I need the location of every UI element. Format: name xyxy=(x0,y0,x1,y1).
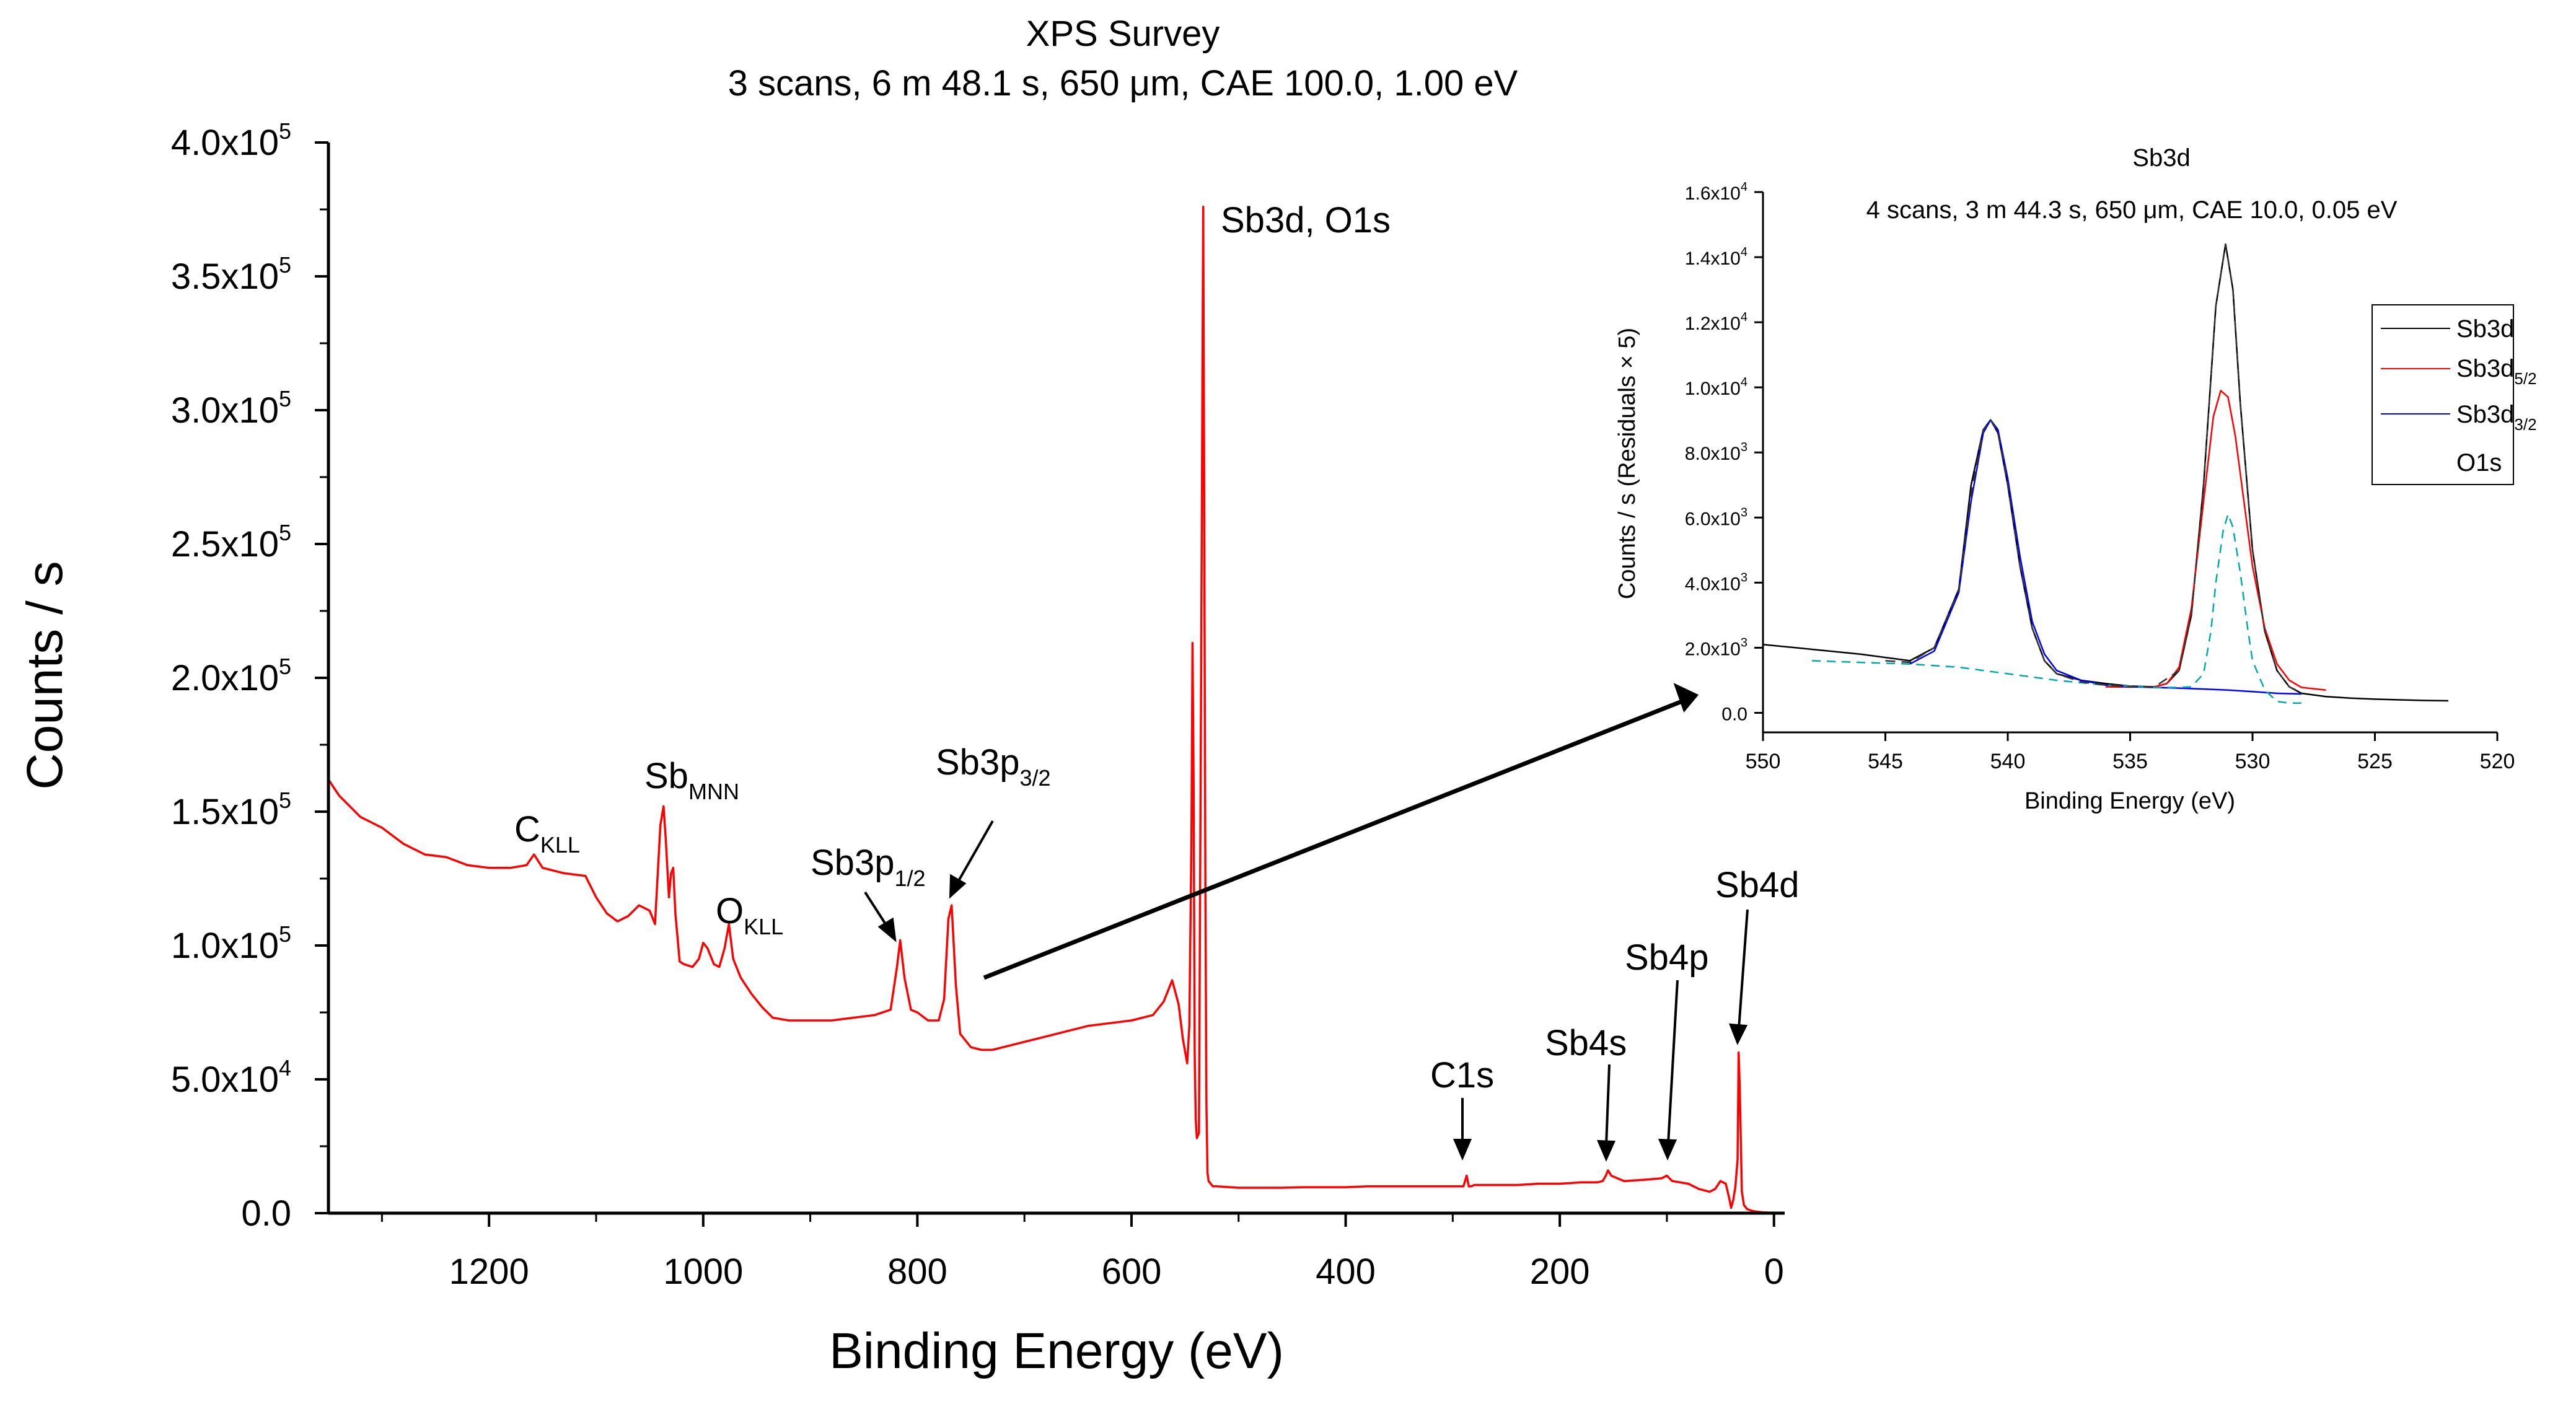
inset-title: Sb3d xyxy=(2132,144,2190,172)
inset-series-line-0 xyxy=(1762,243,2449,702)
inset-y-label: Counts / s (Residuals × 5) xyxy=(1614,328,1640,599)
inset-y-ticks: 0.0 2.0x103 4.0x103 6.0x103 8.0x103 1.0x104 1.… xyxy=(1685,180,1763,724)
inset-y-tick-label: 1.4x104 xyxy=(1685,245,1747,269)
inset-legend-box xyxy=(2372,304,2514,485)
inset-series-line-3 xyxy=(1811,513,2301,704)
inset-y-tick-label: 6.0x103 xyxy=(1685,506,1747,529)
arrow-sb3p-three-half xyxy=(956,820,994,884)
inset-x-tick-label: 550 xyxy=(1746,750,1781,773)
survey-x-tick-label: 0 xyxy=(1764,1252,1784,1292)
inset-x-tick-label: 545 xyxy=(1868,750,1903,773)
survey-x-tick-label: 600 xyxy=(1102,1252,1162,1292)
survey-y-tick-label: 0.0 xyxy=(241,1193,291,1234)
inset-series-line-2 xyxy=(1909,419,2302,695)
annotation-sb3d-o1s: Sb3d, O1s xyxy=(1221,200,1391,240)
survey-title: XPS Survey xyxy=(1026,14,1220,54)
arrow-c1s-head xyxy=(1453,1139,1472,1161)
inset-series-line-4 xyxy=(1885,243,2302,694)
inset-series-line-1 xyxy=(2105,390,2326,691)
survey-spectrum-line xyxy=(327,205,1774,1214)
survey-chart: XPS Survey 3 scans, 6 m 48.1 s, 650 μm, … xyxy=(17,14,1799,1379)
inset-legend: Sb3d Sb3d5/2 Sb3d3/2 O1s xyxy=(2372,304,2537,485)
survey-y-tick-label: 2.0x105 xyxy=(171,654,291,698)
arrow-sb4p xyxy=(1667,980,1679,1144)
survey-x-tick-label: 400 xyxy=(1316,1252,1376,1292)
inset-x-tick-label: 535 xyxy=(2112,750,2148,773)
survey-x-tick-label: 800 xyxy=(887,1252,947,1292)
arrow-sb4d-head xyxy=(1728,1023,1748,1045)
survey-subtitle: 3 scans, 6 m 48.1 s, 650 μm, CAE 100.0, … xyxy=(728,63,1518,103)
annotation-c-kll: CKLL xyxy=(514,809,580,858)
arrow-sb4s xyxy=(1605,1064,1611,1146)
legend-label-sb3d-3-2: Sb3d3/2 xyxy=(2456,401,2537,434)
inset-y-tick-label: 8.0x103 xyxy=(1685,441,1747,464)
inset-x-tick-label: 520 xyxy=(2480,750,2515,773)
survey-x-label: Binding Energy (eV) xyxy=(829,1323,1284,1379)
inset-y-tick-label: 0.0 xyxy=(1721,704,1747,724)
arrow-to-inset-head xyxy=(1673,683,1699,713)
inset-y-tick-label: 4.0x103 xyxy=(1685,571,1747,594)
annotation-sb3p-three-half: Sb3p3/2 xyxy=(936,742,1051,791)
inset-x-tick-label: 540 xyxy=(1990,750,2026,773)
survey-annotations: CKLL SbMNN OKLL Sb3p1/2 Sb3p3/2 Sb3d, O1… xyxy=(514,200,1799,1162)
annotation-sb3p-half: Sb3p1/2 xyxy=(811,843,926,891)
survey-y-tick-label: 2.5x105 xyxy=(171,520,291,564)
annotation-sb4s: Sb4s xyxy=(1545,1023,1627,1063)
inset-series-group xyxy=(1762,243,2449,704)
annotation-c1s: C1s xyxy=(1430,1055,1494,1095)
inset-y-tick-label: 1.2x104 xyxy=(1685,310,1747,334)
legend-label-sb3d: Sb3d xyxy=(2456,315,2514,343)
arrow-to-inset xyxy=(983,699,1683,980)
sb3d-inset-chart: Sb3d 4 scans, 3 m 44.3 s, 650 μm, CAE 10… xyxy=(1614,144,2537,814)
inset-y-tick-label: 2.0x103 xyxy=(1685,636,1747,659)
inset-y-tick-label: 1.0x104 xyxy=(1685,375,1747,399)
inset-x-ticks: 550 545 540 535 530 525 520 xyxy=(1746,732,2515,773)
arrow-sb3p-half-head xyxy=(877,917,897,942)
arrow-sb4d xyxy=(1738,909,1749,1029)
inset-x-label: Binding Energy (eV) xyxy=(2024,788,2235,814)
inset-x-tick-label: 530 xyxy=(2235,750,2270,773)
annotation-sb-mnn: SbMNN xyxy=(644,756,739,804)
annotation-sb4p: Sb4p xyxy=(1625,937,1708,978)
survey-y-tick-label: 1.5x105 xyxy=(171,788,291,832)
survey-x-tick-label: 1000 xyxy=(663,1252,743,1292)
survey-y-tick-label: 5.0x104 xyxy=(171,1055,291,1100)
arrow-sb4s-head xyxy=(1596,1139,1616,1162)
survey-x-ticks: 1200 1000 800 600 400 200 0 xyxy=(380,1213,1784,1292)
survey-y-tick-label: 4.0x105 xyxy=(171,118,291,163)
inset-subtitle: 4 scans, 3 m 44.3 s, 650 μm, CAE 10.0, 0… xyxy=(1866,196,2398,224)
survey-y-tick-label: 3.0x105 xyxy=(171,386,291,431)
arrow-sb3p-three-half-head xyxy=(949,874,967,899)
survey-y-tick-label: 3.5x105 xyxy=(171,252,291,297)
inset-y-tick-label: 1.6x104 xyxy=(1685,180,1747,204)
legend-label-sb3d-5-2: Sb3d5/2 xyxy=(2456,355,2537,388)
arrow-sb4p-head xyxy=(1658,1138,1677,1160)
survey-y-label: Counts / s xyxy=(17,561,73,789)
legend-label-o1s: O1s xyxy=(2456,449,2502,476)
survey-y-tick-label: 1.0x105 xyxy=(171,921,291,966)
survey-x-tick-label: 200 xyxy=(1530,1252,1590,1292)
inset-x-tick-label: 525 xyxy=(2357,750,2393,773)
survey-y-ticks: 0.0 5.0x104 1.0x105 1.5x105 2.0x105 2.5x105 3.… xyxy=(171,118,328,1234)
annotation-o-kll: OKLL xyxy=(716,891,783,939)
arrow-sb3p-half xyxy=(864,891,889,928)
survey-x-tick-label: 1200 xyxy=(449,1252,529,1292)
annotation-sb4d: Sb4d xyxy=(1715,865,1799,905)
